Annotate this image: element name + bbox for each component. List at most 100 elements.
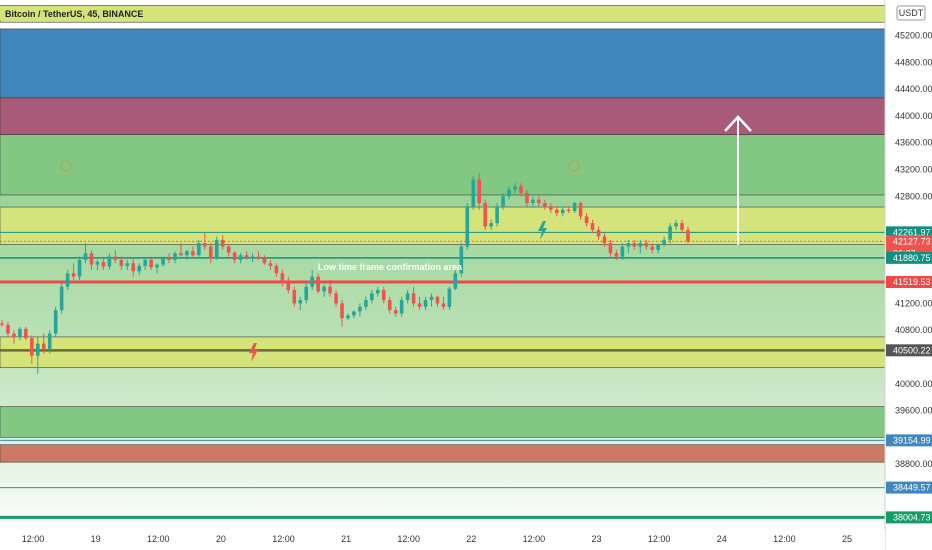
currency-badge[interactable]: USDT bbox=[896, 5, 926, 21]
price-label: 38449.57 bbox=[893, 483, 931, 493]
candle bbox=[668, 223, 672, 244]
candle bbox=[549, 203, 553, 214]
candle bbox=[167, 253, 171, 264]
x-tick-label: 12:00 bbox=[397, 534, 420, 544]
candle-body bbox=[185, 251, 189, 256]
candle-body bbox=[95, 261, 100, 265]
candle bbox=[387, 296, 392, 314]
candle-body bbox=[471, 179, 476, 207]
candle-body bbox=[525, 192, 529, 204]
candle-body bbox=[596, 229, 601, 237]
x-tick-label: 23 bbox=[592, 534, 602, 544]
candle bbox=[447, 286, 452, 311]
candle bbox=[644, 239, 649, 250]
candle-body bbox=[238, 255, 243, 260]
candle-body bbox=[47, 333, 52, 349]
candle-body bbox=[30, 338, 34, 356]
candle-body bbox=[35, 343, 40, 356]
candle bbox=[18, 326, 22, 341]
price-label-bg bbox=[886, 481, 932, 494]
candle-body bbox=[608, 243, 613, 254]
candle bbox=[650, 243, 655, 254]
price-label-bg bbox=[886, 434, 932, 447]
candle-body bbox=[578, 203, 583, 217]
candle bbox=[220, 235, 225, 250]
title-bar bbox=[0, 6, 885, 20]
candle-body bbox=[107, 256, 112, 267]
candle bbox=[358, 303, 362, 317]
symbol-title[interactable]: Bitcoin / TetherUS, 45, BINANCE bbox=[5, 9, 143, 19]
candle bbox=[411, 286, 416, 307]
candles-layer bbox=[0, 172, 690, 374]
candle-body bbox=[370, 293, 374, 301]
candle bbox=[537, 196, 541, 207]
candle-body bbox=[191, 251, 195, 256]
candle-body bbox=[483, 203, 487, 227]
candle bbox=[393, 306, 398, 317]
candle bbox=[208, 243, 213, 264]
candle-body bbox=[560, 209, 565, 214]
y-tick-label: 45200.00 bbox=[895, 31, 932, 41]
candle bbox=[107, 253, 112, 270]
zone-yellow-2 bbox=[0, 336, 886, 369]
candle bbox=[125, 259, 130, 270]
candle bbox=[322, 284, 326, 297]
candle-body bbox=[656, 244, 660, 250]
candle-body bbox=[680, 223, 684, 230]
candle bbox=[638, 239, 643, 254]
candle bbox=[596, 226, 601, 240]
candle-body bbox=[477, 179, 482, 204]
candle-body bbox=[572, 203, 577, 212]
candle bbox=[238, 253, 243, 264]
candle-body bbox=[513, 186, 517, 190]
candle bbox=[185, 249, 189, 260]
candle bbox=[674, 219, 678, 230]
candle-body bbox=[286, 283, 291, 291]
candle bbox=[459, 243, 464, 277]
candle bbox=[0, 320, 4, 327]
time-axis: 12:00 19 12:00 20 12:00 21 12:00 22 12:00 23 12:00… bbox=[0, 530, 885, 550]
candle-body bbox=[226, 246, 231, 253]
candle-body bbox=[352, 311, 356, 316]
candle-body bbox=[53, 310, 58, 334]
x-tick-label: 12:00 bbox=[147, 534, 170, 544]
candle-body bbox=[41, 343, 46, 349]
candle bbox=[489, 219, 493, 230]
candle bbox=[519, 182, 523, 197]
candle bbox=[143, 257, 147, 270]
candle-body bbox=[179, 253, 183, 256]
candle-body bbox=[197, 243, 201, 256]
candle bbox=[608, 239, 613, 257]
candle bbox=[232, 251, 237, 264]
candle bbox=[352, 310, 356, 319]
y-tick-label: 44000.00 bbox=[895, 111, 932, 121]
candle bbox=[24, 326, 28, 341]
lightning-icon bbox=[538, 221, 547, 240]
candle-body bbox=[566, 209, 571, 212]
candle bbox=[483, 199, 487, 230]
candle-body bbox=[638, 243, 643, 247]
candle-body bbox=[590, 223, 595, 230]
candle-body bbox=[131, 263, 136, 272]
candle bbox=[161, 256, 165, 267]
candle-body bbox=[393, 310, 398, 314]
candle bbox=[471, 176, 476, 210]
candle bbox=[334, 290, 338, 307]
candle bbox=[346, 313, 350, 321]
candle bbox=[214, 236, 219, 260]
zone-orange bbox=[0, 444, 886, 463]
candle bbox=[274, 263, 279, 277]
zone-yellow-1 bbox=[0, 206, 886, 245]
candle bbox=[310, 269, 314, 291]
candle-body bbox=[59, 286, 64, 311]
candle bbox=[614, 249, 619, 260]
candle bbox=[280, 269, 285, 287]
candle-body bbox=[310, 276, 314, 287]
candle bbox=[507, 186, 511, 200]
candle-body bbox=[125, 263, 130, 266]
candle-body bbox=[662, 239, 666, 245]
candle-body bbox=[429, 296, 434, 301]
candle bbox=[268, 259, 273, 270]
candle bbox=[298, 296, 303, 311]
